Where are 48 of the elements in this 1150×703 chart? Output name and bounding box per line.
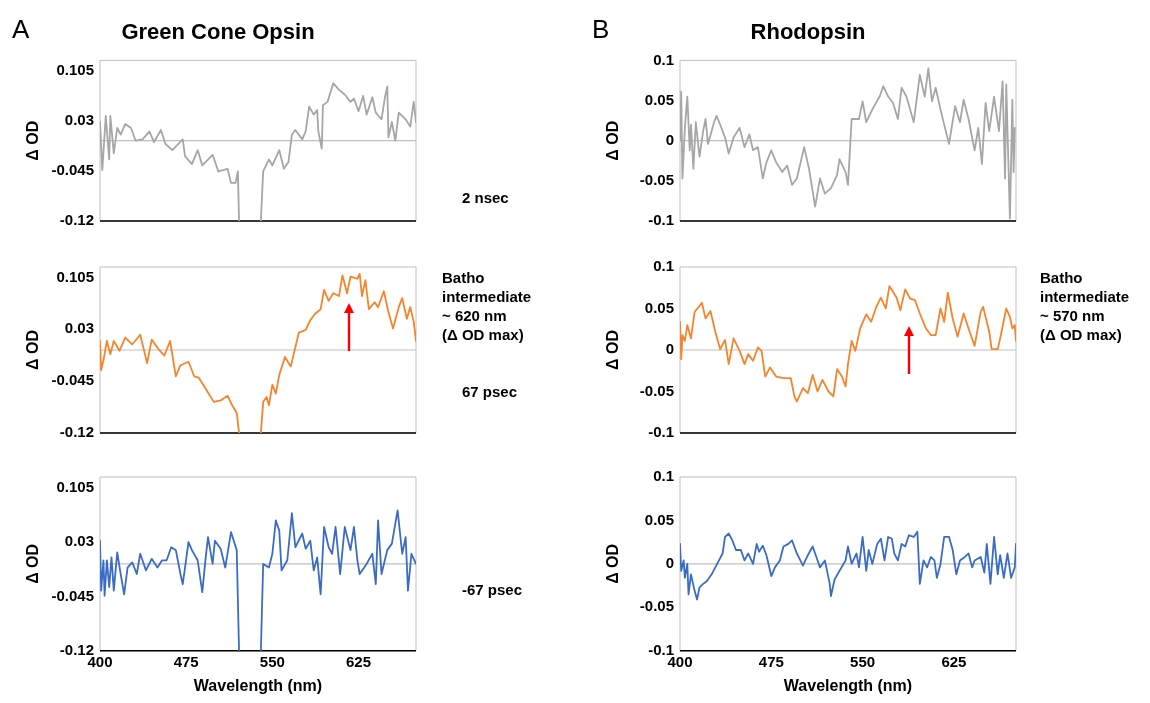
y-tick-label: 0.105 xyxy=(56,60,94,78)
text: 2 nsec xyxy=(462,188,509,207)
x-tick-label: 550 xyxy=(850,652,876,670)
text: Batho intermediate ~ 620 nm (Δ OD max) xyxy=(442,268,532,344)
y-tick-label: 0.03 xyxy=(64,110,94,128)
x-tick-label: 625 xyxy=(346,652,372,670)
y-tick-label: -0.05 xyxy=(639,170,674,188)
x-tick-label: 475 xyxy=(173,652,199,670)
text: B xyxy=(592,14,610,45)
y-tick-label: 0.05 xyxy=(644,298,674,316)
y-tick-label: -0.1 xyxy=(648,423,674,441)
x-tick-label: 550 xyxy=(259,652,285,670)
y-tick-label: -0.1 xyxy=(648,211,674,229)
y-tick-label: 0.03 xyxy=(64,319,94,337)
y-tick-label: 0 xyxy=(665,340,674,358)
y-tick-label: -0.05 xyxy=(639,381,674,399)
y-tick-label: 0.105 xyxy=(56,267,94,285)
y-tick-label: 0.1 xyxy=(653,467,674,485)
chart-title: Rhodopsin xyxy=(750,19,866,45)
text: 67 psec xyxy=(462,382,518,401)
y-tick-label: 0.05 xyxy=(644,510,674,528)
y-tick-label: 0.105 xyxy=(56,478,94,495)
y-axis-title: Δ OD xyxy=(604,330,622,370)
y-tick-label: -0.045 xyxy=(51,160,94,178)
y-tick-label: 0 xyxy=(665,130,674,148)
text: A xyxy=(12,14,30,45)
y-tick-label: 0.1 xyxy=(653,257,674,275)
y-tick-label: -0.045 xyxy=(51,586,94,604)
y-tick-label: -0.045 xyxy=(51,371,94,389)
y-axis-title: Δ OD xyxy=(604,120,622,161)
text: -67 psec xyxy=(462,580,523,599)
x-tick-label: 625 xyxy=(941,652,967,670)
text: Batho intermediate ~ 570 nm (Δ OD max) xyxy=(1040,268,1130,344)
chart-title: Green Cone Opsin xyxy=(121,19,315,45)
y-tick-label: -0.12 xyxy=(59,423,94,441)
y-tick-label: 0 xyxy=(665,554,674,572)
y-tick-label: 0.03 xyxy=(64,532,94,550)
y-tick-label: 0.05 xyxy=(644,90,674,108)
y-tick-label: -0.05 xyxy=(639,597,674,615)
x-tick-label: 475 xyxy=(758,652,784,670)
y-tick-label: -0.12 xyxy=(59,211,94,229)
y-axis-title: Δ OD xyxy=(24,120,42,161)
x-axis-title: Wavelength (nm) xyxy=(783,676,913,694)
x-axis-title: Wavelength (nm) xyxy=(193,676,323,694)
y-axis-title: Δ OD xyxy=(604,543,622,584)
y-axis-title: Δ OD xyxy=(24,543,42,584)
y-axis-title: Δ OD xyxy=(24,330,42,370)
y-tick-label: 0.1 xyxy=(653,50,674,68)
